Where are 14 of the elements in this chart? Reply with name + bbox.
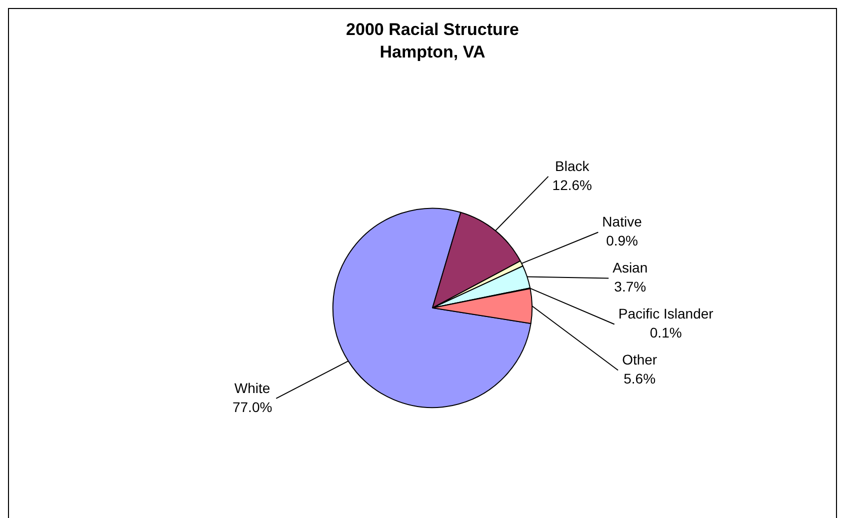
data-label: 77.0%: [232, 398, 272, 415]
chart-subtitle: Hampton, VA: [380, 42, 486, 62]
data-label: 12.6%: [552, 176, 592, 193]
slice-label: White: [234, 380, 270, 396]
data-label: 3.7%: [614, 278, 646, 295]
slice-label: Black: [555, 158, 590, 174]
data-label: 0.1%: [650, 324, 682, 341]
chart-title: 2000 Racial Structure: [346, 20, 519, 39]
slice-label: Asian: [612, 260, 648, 276]
data-label: 5.6%: [624, 370, 656, 387]
slice-label: Pacific Islander: [618, 306, 714, 322]
data-label: 0.9%: [606, 232, 638, 249]
slice-label: Native: [602, 214, 642, 230]
slice-label: Other: [622, 352, 658, 368]
